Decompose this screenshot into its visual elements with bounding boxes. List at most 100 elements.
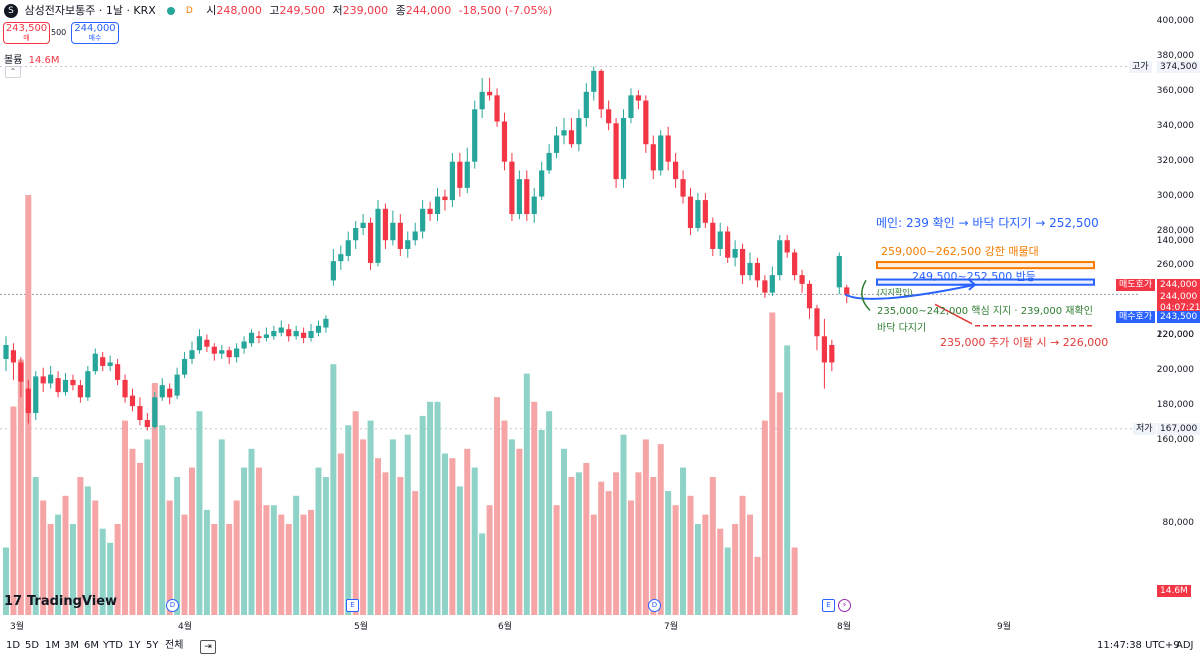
volume-bar: [166, 500, 173, 615]
ask-tag-value: 244,000: [1157, 279, 1200, 291]
annotation-small-note: (지지확인): [877, 288, 913, 297]
event-marker-icon[interactable]: E: [822, 599, 835, 612]
goto-date-icon[interactable]: ⇥: [200, 640, 216, 654]
candle-body: [278, 327, 284, 333]
candle-body: [613, 123, 619, 180]
sell-price: 243,500: [5, 23, 48, 34]
candle-body: [792, 252, 798, 276]
volume-bar: [501, 420, 508, 615]
candle-body: [434, 196, 441, 215]
candle-body: [181, 358, 188, 375]
candle-body: [747, 262, 753, 276]
volume-bar: [561, 448, 567, 615]
candle-body: [323, 318, 329, 328]
volume-bar: [620, 434, 627, 615]
candle-body: [412, 231, 418, 241]
candle-body: [129, 395, 136, 407]
candle-body: [725, 231, 731, 258]
tradingview-brand: TradingView: [26, 594, 118, 609]
candle-body: [635, 95, 641, 101]
low-value: 239,000: [342, 4, 389, 17]
price-axis[interactable]: 400,000 380,000 360,000 340,000 320,000 300,0…: [1140, 0, 1200, 657]
candle-body: [263, 334, 269, 338]
buy-button[interactable]: 244,000 매수: [71, 22, 119, 44]
volume-bar: [196, 411, 203, 615]
volume-bar: [345, 425, 352, 615]
volume-bar: [55, 514, 62, 615]
candle-body: [546, 152, 552, 171]
volume-bar: [151, 383, 158, 615]
annotation-shapes: [844, 261, 1095, 327]
volume-bar: [270, 505, 277, 615]
candle-body: [397, 222, 403, 249]
candle-body: [717, 231, 723, 249]
range-button[interactable]: 5D: [25, 640, 40, 651]
low-label: 저: [332, 4, 343, 17]
time-tick-label: 8월: [837, 622, 852, 632]
candle-body: [553, 135, 560, 153]
price-tick-label: 80,000: [1162, 518, 1195, 528]
candle-body: [25, 388, 31, 414]
volume-bar: [107, 542, 114, 615]
volume-bar: [709, 477, 716, 615]
range-button[interactable]: 1M: [45, 640, 60, 651]
event-marker-icon[interactable]: ⚡: [838, 599, 851, 612]
volume-bar: [3, 547, 9, 615]
volume-bar: [694, 524, 701, 615]
event-marker-icon[interactable]: D: [166, 599, 179, 612]
range-button[interactable]: 5Y: [146, 640, 159, 651]
clock[interactable]: 11:47:38 UTC+9: [1097, 640, 1180, 651]
collapse-legend-button[interactable]: ⌃: [5, 66, 21, 78]
volume-bar: [456, 486, 463, 615]
candle-body: [479, 91, 485, 110]
volume-bar: [144, 439, 151, 615]
candle-body: [732, 248, 738, 258]
volume-bar: [665, 491, 672, 615]
candle-body: [591, 70, 597, 92]
adjust-toggle[interactable]: ADJ: [1176, 640, 1194, 651]
volume-bar: [427, 401, 434, 615]
tradingview-logo[interactable]: 17 TradingView: [4, 593, 117, 609]
event-marker-icon[interactable]: D: [648, 599, 661, 612]
volume-bar: [508, 439, 515, 615]
candle-body: [330, 261, 336, 281]
candle-body: [821, 336, 827, 363]
volume-bar: [717, 528, 724, 615]
volume-bar: [761, 420, 768, 615]
volume-bar: [419, 415, 426, 615]
event-marker-icon[interactable]: E: [346, 599, 359, 612]
range-button[interactable]: 1D: [6, 640, 21, 651]
candle-body: [390, 222, 396, 241]
volume-bar: [441, 453, 448, 615]
volume-bar: [724, 547, 731, 615]
volume-bar: [360, 439, 367, 615]
volume-bar: [92, 500, 99, 615]
sell-button[interactable]: 243,500 매: [3, 22, 50, 44]
volume-bar: [769, 312, 776, 615]
volume-bar: [776, 392, 783, 615]
candle-body: [673, 161, 679, 180]
candle-body: [48, 374, 54, 384]
volume-bar: [77, 477, 84, 615]
range-button[interactable]: 6M: [84, 640, 99, 651]
candle-body: [189, 350, 195, 359]
volume-bar: [650, 477, 657, 615]
candle-body: [739, 248, 746, 276]
high-label: 고: [269, 4, 280, 17]
symbol-title[interactable]: 삼성전자보통주 · 1날 · KRX: [24, 4, 156, 17]
open-label: 시: [206, 4, 217, 17]
volume-bar: [248, 448, 255, 615]
range-button[interactable]: YTD: [103, 640, 123, 651]
volume-bar: [791, 547, 798, 615]
range-button[interactable]: 1Y: [128, 640, 141, 651]
range-button[interactable]: 3M: [64, 640, 79, 651]
candle-body: [576, 118, 582, 145]
volume-legend[interactable]: 볼륨 14.6M: [4, 51, 60, 66]
grid-lines: [0, 66, 1140, 430]
range-button[interactable]: 전체: [165, 640, 184, 651]
candle-body: [650, 144, 656, 171]
candle-body: [360, 222, 366, 229]
candle-body: [472, 109, 478, 162]
volume-bar: [389, 439, 396, 615]
price-chart[interactable]: [0, 0, 1140, 615]
